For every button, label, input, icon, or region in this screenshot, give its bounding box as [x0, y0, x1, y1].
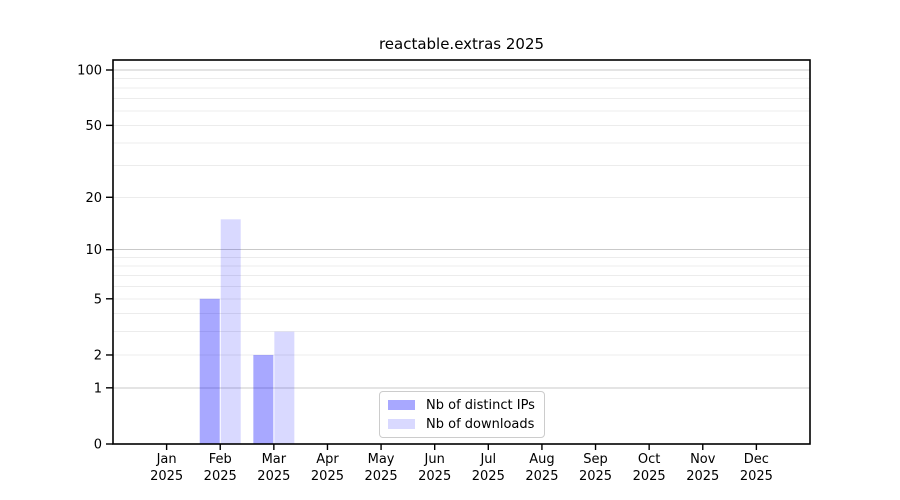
x-tick-label-year: 2025 [686, 469, 719, 484]
bar-distinct-ips-feb [199, 298, 220, 444]
x-tick-label-month: Nov [690, 452, 716, 467]
x-tick-label-month: Apr [316, 452, 339, 467]
y-tick-label: 20 [85, 191, 102, 206]
x-tick-label-year: 2025 [633, 469, 666, 484]
y-tick-label: 10 [85, 243, 102, 258]
y-tick-label: 0 [94, 438, 102, 453]
legend-entry-distinct-ips: Nb of distinct IPs [388, 398, 536, 413]
x-tick-label-year: 2025 [418, 469, 451, 484]
x-tick-label-month: Aug [529, 452, 554, 467]
x-tick-label-month: May [368, 452, 395, 467]
legend: Nb of distinct IPs Nb of downloads [379, 391, 545, 438]
bar-distinct-ips-mar [253, 354, 274, 444]
y-tick-label: 2 [94, 348, 102, 363]
bar-downloads-mar [274, 331, 295, 444]
x-tick-label-year: 2025 [472, 469, 505, 484]
chart-title: reactable.extras 2025 [378, 35, 545, 53]
x-tick-label-year: 2025 [579, 469, 612, 484]
plot-border [112, 59, 811, 445]
x-tick-label-month: Jul [479, 452, 496, 467]
x-tick-label-year: 2025 [740, 469, 773, 484]
x-tick-label-month: Jan [156, 452, 177, 467]
legend-swatch-distinct-ips [388, 400, 415, 410]
x-tick-label-month: Dec [744, 452, 769, 467]
x-tick-label-month: Oct [638, 452, 660, 467]
bar-downloads-feb [220, 219, 241, 444]
x-tick-label-year: 2025 [150, 469, 183, 484]
x-tick-label-year: 2025 [525, 469, 558, 484]
y-tick-label: 100 [77, 64, 102, 79]
legend-entry-downloads: Nb of downloads [388, 417, 536, 432]
legend-label-distinct-ips: Nb of distinct IPs [426, 397, 535, 413]
x-tick-label-year: 2025 [365, 469, 398, 484]
x-tick-label-month: Jun [424, 452, 445, 467]
x-tick-label-year: 2025 [311, 469, 344, 484]
legend-swatch-downloads [388, 419, 415, 429]
x-tick-label-month: Feb [209, 452, 232, 467]
y-tick-label: 1 [94, 381, 102, 396]
x-tick-label-year: 2025 [204, 469, 237, 484]
x-tick-label-month: Mar [262, 452, 287, 467]
x-tick-label-month: Sep [583, 452, 608, 467]
legend-label-downloads: Nb of downloads [426, 416, 535, 432]
y-tick-label: 50 [85, 119, 102, 134]
y-tick-label: 5 [94, 292, 102, 307]
x-tick-label-year: 2025 [257, 469, 290, 484]
